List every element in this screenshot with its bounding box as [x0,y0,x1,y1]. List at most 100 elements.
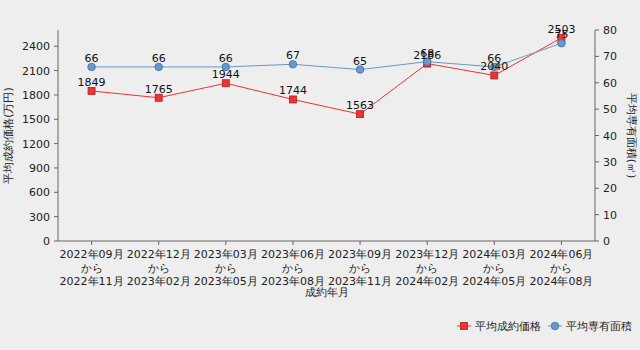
data-label: 1563 [346,99,374,112]
y-tick [54,167,58,168]
y2-tick-label: 10 [603,209,617,222]
y2-tick [595,56,599,57]
chart: 0 300 600 900 1200 1500 1800 2100 2400 0 10 20 30 40 5… [0,0,640,350]
x-tick [292,241,293,245]
x-axis-title: 成約年月 [305,286,349,299]
data-labels: 1849176519441744156321862040250366666667… [78,23,576,112]
background [0,0,640,350]
x-tick [494,241,495,245]
y2-tick-label: 40 [603,130,617,143]
y-tick-label: 900 [29,162,50,175]
x-tick-label: 2024年03月から2024年05月 [462,248,526,288]
x-tick-label: 2023年06月から2023年08月 [261,248,325,288]
y2-tick-label: 80 [603,24,617,37]
x-tick-label-line: 2023年03月 [194,248,258,261]
x-tick-label: 2023年03月から2023年05月 [194,248,258,288]
x-tick [225,241,226,245]
data-label: 75 [554,28,568,41]
y2-tick-label: 60 [603,77,617,90]
y-tick [54,216,58,217]
x-tick [561,241,562,245]
y-tick [54,94,58,95]
y2-tick [595,188,599,189]
x-tick-label-line: から [550,262,572,275]
y-tick [54,192,58,193]
x-tick [360,241,361,245]
data-label: 66 [85,52,99,65]
x-tick-label-line: から [483,262,505,275]
y-tick-label: 600 [29,186,50,199]
data-label: 66 [487,52,501,65]
x-tick-label-line: から [81,262,103,275]
x-tick-label: 2022年12月から2023年02月 [127,248,191,288]
x-tick-label-line: 2023年05月 [194,275,258,288]
data-label: 1744 [279,84,307,97]
y2-tick [595,30,599,31]
y-tick [54,143,58,144]
x-tick-label: 2022年09月から2022年11月 [60,248,124,288]
data-label: 1765 [145,83,173,96]
x-tick-label-line: から [349,262,371,275]
y2-tick [595,109,599,110]
y-tick [54,119,58,120]
x-tick-label-line: 2024年08月 [529,275,593,288]
y-tick-label: 1500 [22,113,50,126]
x-tick-label-line: から [282,262,304,275]
x-tick-label-line: 2023年02月 [127,275,191,288]
x-axis [58,241,595,242]
data-label: 65 [353,55,367,68]
y-tick-label: 1800 [22,89,50,102]
data-label: 66 [152,52,166,65]
y-tick-label: 2400 [22,40,50,53]
x-tick-label-line: 2024年02月 [395,275,459,288]
y-axis [58,30,59,241]
y2-tick [595,82,599,83]
y-tick-label: 2100 [22,65,50,78]
x-tick-label-line: 2023年12月 [395,248,459,261]
x-tick [158,241,159,245]
x-tick-label-line: 2024年06月 [529,248,593,261]
x-tick-label: 2023年12月から2024年02月 [395,248,459,288]
x-tick [427,241,428,245]
y-tick-label: 300 [29,211,50,224]
x-tick-label-line: 2023年09月 [328,248,392,261]
y2-tick [595,161,599,162]
data-label: 1849 [78,76,106,89]
data-label: 67 [286,49,300,62]
y2-axis-title: 平均専有面積(㎡) [625,93,638,179]
y-tick-label: 1200 [22,138,50,151]
y2-tick-label: 30 [603,156,617,169]
legend-label: 平均成約価格 [475,320,541,333]
y2-tick [595,241,599,242]
x-tick-label-line: から [416,262,438,275]
y2-tick-label: 70 [603,50,617,63]
y-tick [54,241,58,242]
x-tick-label: 2023年09月から2023年11月 [328,248,392,288]
legend: 平均専有面積 平均成約価格 [457,320,632,333]
x-tick-label-line: 2022年11月 [60,275,124,288]
y-tick [54,46,58,47]
x-tick [91,241,92,245]
x-tick-label: 2024年06月から2024年08月 [529,248,593,288]
data-label: 1944 [212,68,240,81]
x-tick-label-line: 2024年03月 [462,248,526,261]
y2-tick-label: 0 [603,235,610,248]
y-axis-title: 平均成約価格(万円) [2,87,15,184]
x-tick-label-line: から [148,262,170,275]
y-tick-label: 0 [43,235,50,248]
plot-area [88,34,565,117]
data-label: 68 [420,47,434,60]
series-line [92,38,562,114]
data-label: 66 [219,52,233,65]
x-tick-label-line: 2024年05月 [462,275,526,288]
y2-tick-label: 50 [603,103,617,116]
x-tick-label-line: 2023年06月 [261,248,325,261]
x-tick-label-line: 2022年09月 [60,248,124,261]
legend-marker [551,322,559,330]
y-tick [54,70,58,71]
legend-label: 平均専有面積 [566,320,632,333]
y2-tick-label: 20 [603,182,617,195]
x-tick-label-line: から [215,262,237,275]
y2-tick [595,214,599,215]
y2-tick [595,135,599,136]
